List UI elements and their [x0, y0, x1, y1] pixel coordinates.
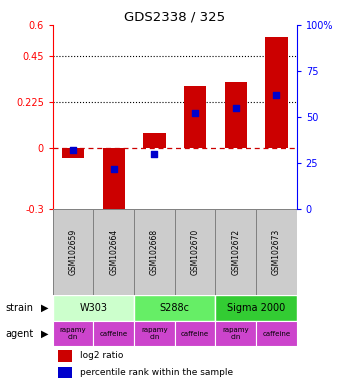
Bar: [58, 367, 72, 379]
Bar: [216, 209, 256, 295]
Point: [71, 147, 76, 153]
Bar: [224, 82, 247, 148]
Bar: [58, 350, 72, 362]
Text: caffeine: caffeine: [181, 331, 209, 336]
Text: GSM102664: GSM102664: [109, 229, 118, 275]
Bar: [53, 321, 93, 346]
Bar: [216, 295, 297, 321]
Text: rapamy
cin: rapamy cin: [141, 327, 168, 340]
Point: [192, 110, 198, 116]
Point: [273, 92, 279, 98]
Bar: [175, 321, 216, 346]
Bar: [265, 37, 287, 148]
Bar: [93, 321, 134, 346]
Text: ▶: ▶: [41, 303, 48, 313]
Bar: [134, 209, 175, 295]
Bar: [103, 148, 125, 221]
Text: GSM102670: GSM102670: [191, 229, 199, 275]
Title: GDS2338 / 325: GDS2338 / 325: [124, 11, 225, 24]
Bar: [53, 295, 134, 321]
Text: GSM102659: GSM102659: [69, 229, 78, 275]
Text: agent: agent: [5, 329, 33, 339]
Text: rapamy
cin: rapamy cin: [222, 327, 249, 340]
Point: [111, 166, 117, 172]
Text: GSM102668: GSM102668: [150, 229, 159, 275]
Text: ▶: ▶: [41, 329, 48, 339]
Bar: [256, 321, 297, 346]
Text: rapamy
cin: rapamy cin: [60, 327, 87, 340]
Bar: [175, 209, 216, 295]
Bar: [143, 133, 166, 148]
Bar: [184, 86, 206, 148]
Text: strain: strain: [5, 303, 33, 313]
Text: S288c: S288c: [160, 303, 190, 313]
Bar: [134, 321, 175, 346]
Point: [233, 105, 238, 111]
Text: W303: W303: [79, 303, 107, 313]
Point: [152, 151, 157, 157]
Text: log2 ratio: log2 ratio: [80, 351, 123, 360]
Text: caffeine: caffeine: [262, 331, 291, 336]
Bar: [93, 209, 134, 295]
Text: GSM102672: GSM102672: [231, 229, 240, 275]
Text: Sigma 2000: Sigma 2000: [227, 303, 285, 313]
Text: caffeine: caffeine: [100, 331, 128, 336]
Text: GSM102673: GSM102673: [272, 229, 281, 275]
Bar: [256, 209, 297, 295]
Bar: [62, 148, 84, 158]
Bar: [134, 295, 216, 321]
Bar: [216, 321, 256, 346]
Bar: [53, 209, 93, 295]
Text: percentile rank within the sample: percentile rank within the sample: [80, 368, 233, 377]
